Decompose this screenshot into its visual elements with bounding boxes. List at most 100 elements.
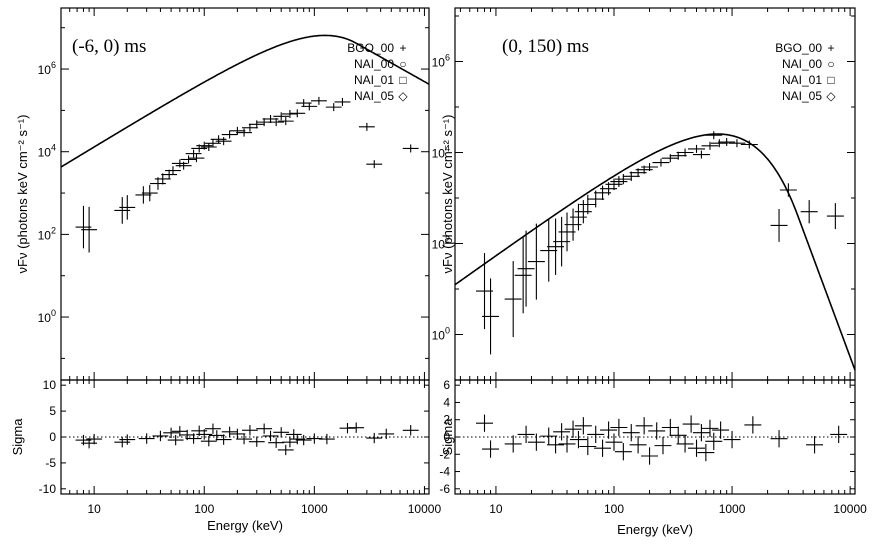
residual-point bbox=[205, 423, 221, 434]
residual-point bbox=[378, 428, 395, 440]
residual-tick-labels: 6 4 2 0 -2 -4 -6 bbox=[439, 378, 450, 496]
data-point bbox=[248, 120, 265, 129]
data-point bbox=[221, 130, 238, 139]
data-point bbox=[161, 169, 178, 180]
residual-point bbox=[629, 436, 647, 454]
residual-point bbox=[268, 437, 285, 448]
legend-symbol: □ bbox=[827, 73, 834, 87]
data-point bbox=[517, 230, 535, 307]
data-point bbox=[641, 163, 659, 172]
data-point bbox=[692, 150, 710, 159]
residual-point bbox=[236, 433, 252, 445]
residual-point bbox=[574, 417, 592, 435]
residual-point bbox=[553, 423, 571, 441]
residual-point bbox=[547, 436, 565, 454]
residual-tick-label: -2 bbox=[439, 447, 450, 461]
data-point bbox=[205, 139, 221, 148]
legend-symbol: + bbox=[827, 41, 834, 55]
x-tick-label: 10 bbox=[87, 502, 101, 516]
residual-point bbox=[273, 427, 290, 438]
residual-tick-labels: 10 5 0 -5 -10 bbox=[39, 378, 57, 496]
residual-point bbox=[682, 415, 700, 433]
residual-tick-label: -5 bbox=[45, 456, 56, 470]
x-tick-label: 100 bbox=[604, 502, 624, 516]
data-point bbox=[614, 174, 632, 185]
y-axis-label: νFν (photons keV cm⁻² s⁻¹) bbox=[440, 115, 455, 274]
residual-point bbox=[830, 425, 848, 444]
legend-label: NAI_01 bbox=[354, 73, 394, 87]
residual-point bbox=[540, 427, 558, 445]
residual-point bbox=[277, 444, 294, 456]
residual-tick-label: 4 bbox=[443, 395, 450, 409]
data-point bbox=[728, 139, 746, 148]
data-point bbox=[826, 203, 844, 230]
data-point bbox=[504, 261, 522, 338]
residual-point bbox=[221, 426, 238, 437]
y-tick-label: 102 bbox=[432, 235, 450, 252]
residual-point bbox=[285, 429, 302, 440]
legend-label: NAI_05 bbox=[782, 89, 822, 103]
y-tick-label: 104 bbox=[432, 144, 450, 161]
data-points-group bbox=[75, 96, 419, 253]
data-point bbox=[740, 140, 758, 149]
residual-tick-label: 0 bbox=[443, 430, 450, 444]
data-point bbox=[779, 183, 797, 197]
x-tick-label: 1000 bbox=[719, 502, 746, 516]
residual-point bbox=[289, 433, 306, 445]
residual-tick-label: 10 bbox=[43, 378, 57, 392]
residual-point bbox=[648, 422, 666, 440]
residual-point bbox=[622, 424, 640, 442]
residual-tick-label: 6 bbox=[443, 378, 450, 392]
residual-point bbox=[262, 430, 279, 442]
residual-point bbox=[569, 430, 587, 449]
data-point bbox=[705, 131, 723, 140]
legend-label: NAI_00 bbox=[782, 57, 822, 71]
left-panel: (-6, 0) ms BGO_00 + NAI_00 ○ NAI_01 □ NA… bbox=[10, 7, 441, 533]
model-curve bbox=[454, 133, 856, 371]
data-point bbox=[574, 200, 592, 224]
data-point bbox=[676, 148, 694, 157]
data-point bbox=[334, 97, 351, 106]
y-tick-label: 106 bbox=[432, 53, 450, 70]
data-point bbox=[610, 176, 628, 187]
y-axis-label: νFν (photons keV cm⁻² s⁻¹) bbox=[15, 115, 30, 274]
y-tick-labels: 100 102 104 106 bbox=[432, 53, 450, 343]
legend: BGO_00 + NAI_00 ○ NAI_01 □ NAI_05 ◇ bbox=[775, 41, 836, 103]
x-tick-label: 10000 bbox=[408, 502, 442, 516]
residual-y-axis-label: Sigma bbox=[10, 418, 25, 456]
data-point bbox=[81, 206, 98, 253]
data-point bbox=[175, 161, 192, 170]
data-point bbox=[119, 195, 136, 220]
y-tick-label: 100 bbox=[38, 308, 56, 325]
data-point bbox=[196, 141, 213, 150]
legend-label: NAI_01 bbox=[782, 73, 822, 87]
residual-tick-label: -4 bbox=[439, 465, 450, 479]
data-point bbox=[282, 109, 298, 118]
residual-point bbox=[138, 433, 155, 444]
residual-points-group bbox=[455, 414, 855, 465]
x-tick-label: 10 bbox=[489, 502, 503, 516]
data-point bbox=[587, 190, 605, 208]
data-point bbox=[540, 219, 558, 282]
data-point bbox=[800, 200, 818, 224]
residual-point bbox=[215, 434, 232, 445]
residual-point bbox=[770, 430, 788, 448]
data-point bbox=[579, 194, 597, 215]
data-point bbox=[236, 128, 252, 137]
data-point bbox=[366, 160, 383, 169]
data-point bbox=[277, 117, 294, 126]
residual-point bbox=[564, 420, 582, 438]
y-tick-label: 102 bbox=[38, 225, 56, 242]
data-point bbox=[482, 278, 500, 355]
data-point bbox=[154, 173, 171, 185]
residual-point bbox=[208, 430, 225, 441]
residual-point bbox=[587, 425, 605, 444]
data-point bbox=[770, 208, 788, 242]
residual-point bbox=[119, 434, 136, 445]
x-tick-labels: 10 100 1000 10000 bbox=[87, 502, 441, 516]
data-point bbox=[301, 102, 318, 111]
data-point bbox=[180, 155, 197, 164]
legend-label: NAI_05 bbox=[354, 89, 394, 103]
residual-point bbox=[712, 421, 730, 439]
